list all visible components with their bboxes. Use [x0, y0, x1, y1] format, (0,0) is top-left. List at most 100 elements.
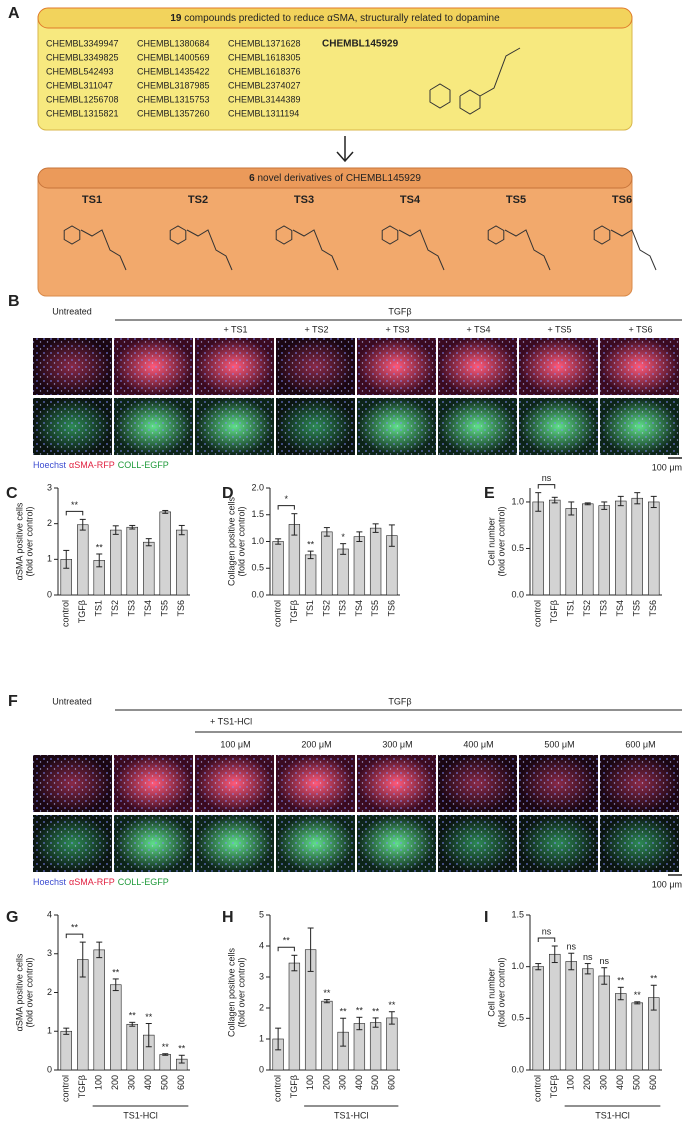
- legend-entry: COLL-EGFP: [118, 460, 169, 470]
- treatment-label: TGFβ: [388, 306, 411, 316]
- x-tick-label: 200: [582, 1075, 592, 1090]
- structure: [169, 225, 187, 245]
- bar: [549, 953, 561, 1071]
- bar: [110, 984, 122, 1071]
- y-tick-label: 0: [259, 1064, 264, 1074]
- bracket-label: ns: [542, 926, 552, 936]
- bar: [159, 511, 171, 596]
- x-tick-label: TS2: [321, 600, 331, 617]
- derivative-label: TS2: [188, 194, 208, 206]
- x-tick-label: 400: [354, 1075, 364, 1090]
- x-tick-label: 300: [599, 1075, 609, 1090]
- treatment-label: TGFβ: [388, 696, 411, 706]
- scale-label: 100 μm: [652, 879, 682, 889]
- x-tick-label: 100: [566, 1075, 576, 1090]
- condition-label: 100 μM: [220, 739, 250, 749]
- x-tick-label: TS1: [566, 600, 576, 617]
- x-tick-label: control: [273, 600, 283, 627]
- y-tick-label: 4: [47, 909, 52, 919]
- significance: **: [162, 1042, 170, 1052]
- scale-label: 100 μm: [652, 462, 682, 472]
- structure: [275, 225, 293, 245]
- derivative-label: TS3: [294, 194, 314, 206]
- nuclei: [114, 338, 193, 395]
- x-tick-label: TS3: [127, 600, 137, 617]
- nuclei: [438, 398, 517, 455]
- untreated-label: Untreated: [52, 306, 92, 316]
- y-axis-label: Collagen positive cells: [226, 496, 236, 586]
- derivative-header-text: 6 novel derivatives of CHEMBL145929: [249, 173, 421, 184]
- y-axis-label: Cell number: [486, 968, 496, 1017]
- significance: ns: [583, 952, 593, 962]
- bracket: [277, 946, 295, 952]
- x-tick-label: TS5: [632, 600, 642, 617]
- y-axis-label: Cell number: [486, 517, 496, 566]
- nuclei: [600, 398, 679, 455]
- group-label: TS1-HCl: [123, 1110, 158, 1120]
- featured-compound: CHEMBL145929: [322, 39, 399, 50]
- y-tick-label: 1: [47, 554, 52, 564]
- compound: CHEMBL1618305: [228, 52, 301, 62]
- bar: [598, 505, 610, 596]
- condition-label: + TS1: [223, 324, 247, 334]
- panel-label: D: [222, 485, 234, 502]
- structure: [80, 229, 127, 271]
- y-tick-label: 3: [259, 971, 264, 981]
- nuclei: [33, 338, 112, 395]
- derivative-label: TS6: [612, 194, 632, 206]
- x-tick-label: TS5: [370, 600, 380, 617]
- bar: [565, 508, 577, 596]
- bar: [369, 527, 382, 596]
- y-tick-label: 0.0: [511, 589, 524, 599]
- x-tick-label: 600: [386, 1075, 396, 1090]
- significance: ns: [599, 956, 609, 966]
- x-tick-label: 500: [370, 1075, 380, 1090]
- bracket-label: **: [283, 936, 291, 946]
- x-tick-label: TS4: [143, 600, 153, 617]
- compound: CHEMBL1400569: [137, 52, 210, 62]
- nuclei: [357, 815, 436, 872]
- y-tick-label: 3: [47, 948, 52, 958]
- structure: [593, 225, 611, 245]
- significance: ns: [566, 942, 576, 952]
- compound: CHEMBL1311194: [228, 108, 299, 118]
- derivative-label: TS1: [82, 194, 102, 206]
- significance: **: [340, 1007, 348, 1017]
- bar: [143, 541, 155, 596]
- nuclei: [33, 755, 112, 812]
- x-tick-label: control: [61, 1075, 71, 1102]
- x-tick-label: control: [533, 600, 543, 627]
- x-tick-label: TS3: [338, 600, 348, 617]
- y-tick-label: 0: [47, 589, 52, 599]
- x-tick-label: TGFβ: [289, 600, 299, 623]
- y-tick-label: 1: [259, 1033, 264, 1043]
- y-tick-label: 0: [47, 1064, 52, 1074]
- significance: **: [388, 1000, 396, 1010]
- x-tick-label: 200: [321, 1075, 331, 1090]
- bar: [321, 1000, 333, 1071]
- compound: CHEMBL3349947: [46, 38, 119, 48]
- panel-label: F: [8, 693, 18, 710]
- y-tick-label: 2: [47, 518, 52, 528]
- bar: [321, 531, 333, 596]
- significance: **: [650, 974, 658, 984]
- condition-label: 400 μM: [463, 739, 493, 749]
- panel-label: G: [6, 909, 18, 926]
- condition-label: 600 μM: [625, 739, 655, 749]
- compound: CHEMBL1380684: [137, 38, 210, 48]
- y-tick-label: 1.5: [511, 909, 524, 919]
- bar: [93, 949, 105, 1071]
- x-tick-label: TGFβ: [77, 600, 87, 623]
- x-tick-label: 200: [110, 1075, 120, 1090]
- bar: [549, 499, 561, 596]
- bar: [615, 500, 627, 596]
- count: 19: [170, 13, 182, 24]
- compound: CHEMBL3187985: [137, 80, 210, 90]
- compound: CHEMBL311047: [46, 80, 113, 90]
- group-label: TS1-HCl: [334, 1110, 369, 1120]
- compound: CHEMBL2374027: [228, 80, 301, 90]
- header: compounds predicted to reduce αSMA, stru…: [184, 13, 500, 24]
- y-axis-label: (fold over control): [236, 957, 246, 1027]
- nuclei: [33, 815, 112, 872]
